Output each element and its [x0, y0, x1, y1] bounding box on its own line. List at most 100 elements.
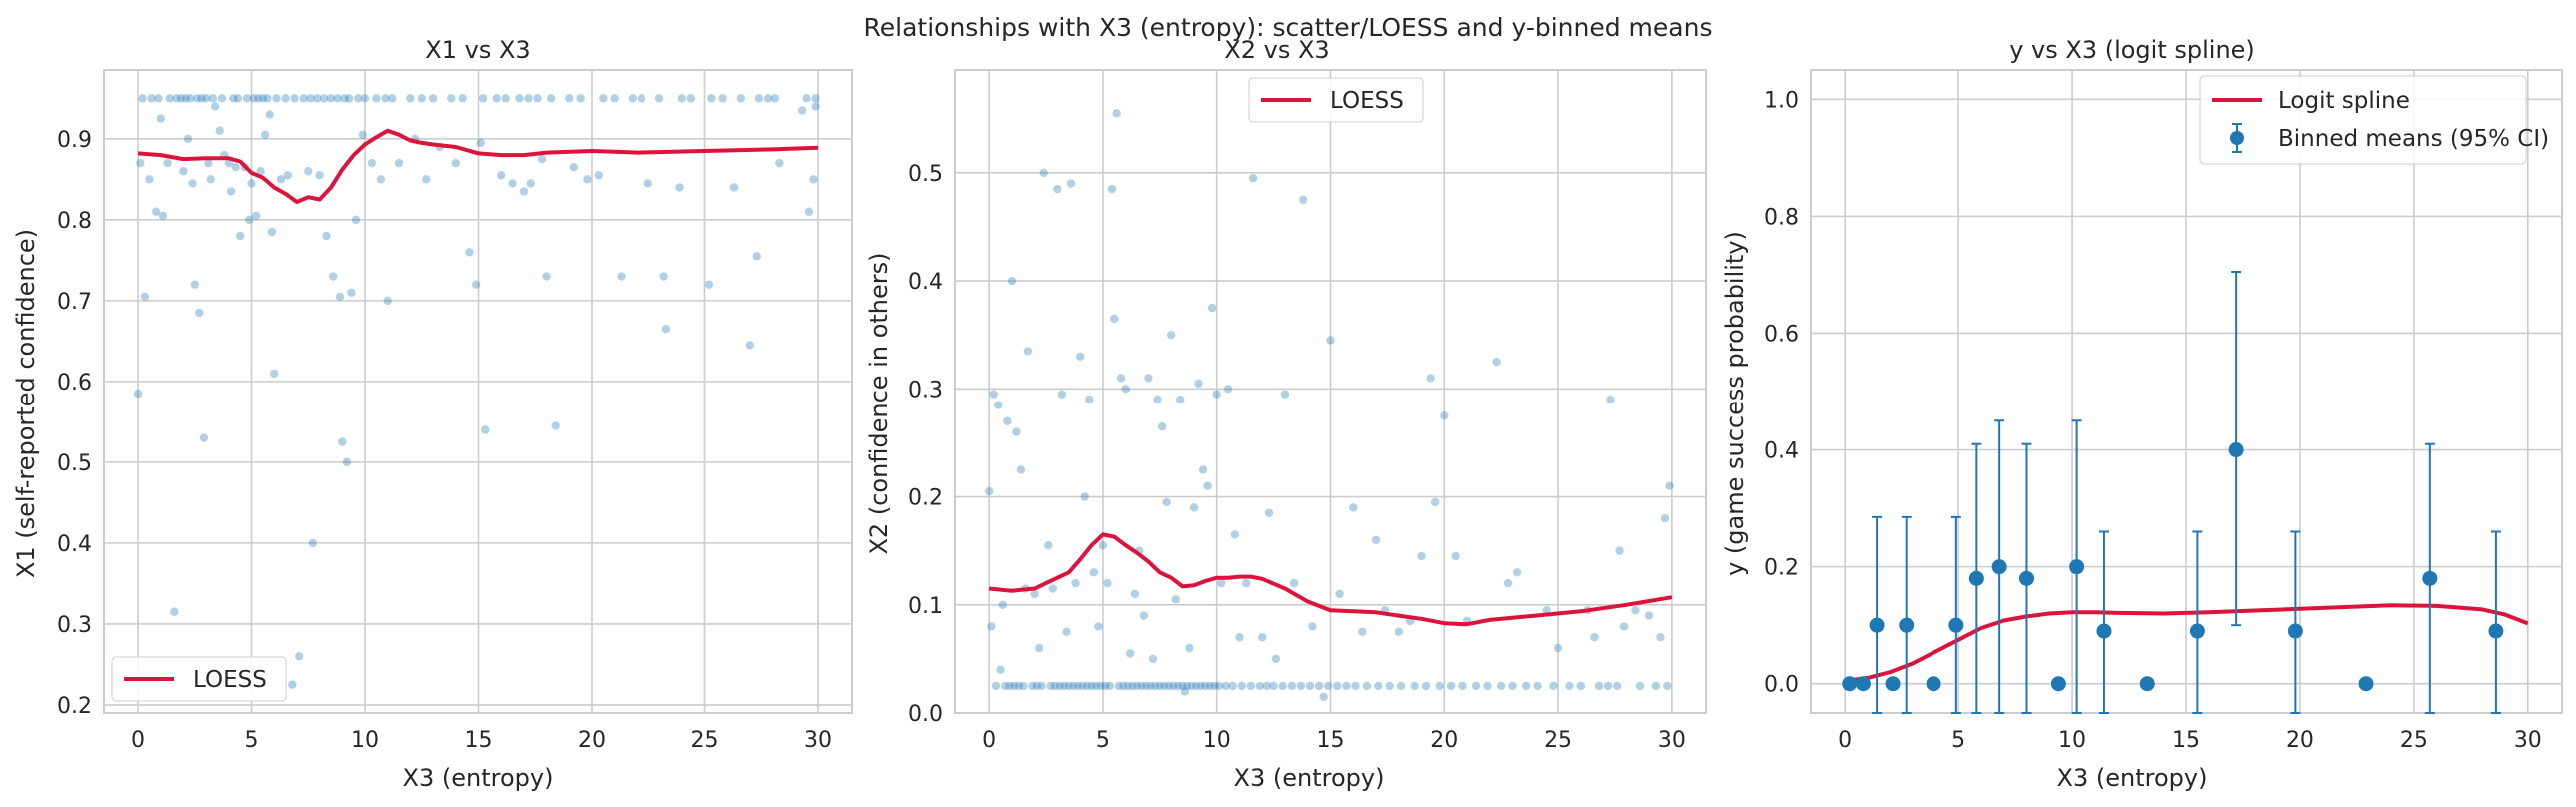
scatter-point: [344, 94, 354, 103]
scatter-point: [170, 607, 179, 616]
x-tick-label: 30: [1658, 728, 1686, 753]
scatter-point: [1192, 681, 1201, 691]
x-tick-label: 5: [245, 728, 259, 753]
scatter-point: [1160, 681, 1169, 691]
scatter-point: [283, 171, 293, 180]
scatter-point: [1451, 551, 1460, 561]
scatter-point: [1128, 681, 1137, 691]
scatter-point: [313, 94, 322, 103]
scatter-point: [1644, 611, 1654, 620]
binned-mean-point: [2287, 623, 2303, 639]
scatter-point: [1496, 681, 1506, 691]
y-tick-label: 0.9: [57, 128, 92, 153]
scatter-point: [1319, 692, 1328, 701]
scatter-point: [1417, 551, 1426, 561]
scatter-point: [1342, 681, 1351, 691]
scatter-point: [1157, 421, 1167, 431]
y-tick-label: 0.8: [1764, 205, 1799, 230]
scatter-point: [492, 94, 501, 103]
scatter-point: [1217, 578, 1226, 588]
scatter-point: [1333, 681, 1342, 691]
scatter-point: [811, 94, 820, 103]
y-tick-label: 0.6: [1764, 322, 1799, 347]
legend-3: Logit spline Binned means (95% CI): [2199, 75, 2549, 165]
scatter-point: [1003, 416, 1012, 425]
scatter-point: [136, 158, 145, 168]
scatter-point: [251, 211, 261, 221]
binned-mean-point: [1968, 570, 1984, 586]
axes-frame: [1810, 69, 2563, 714]
scatter-point: [1089, 568, 1099, 577]
scatter-point: [1151, 681, 1160, 691]
scatter-point: [754, 94, 764, 103]
scatter-point: [1374, 681, 1383, 691]
panel-2-ylabel: X2 (confidence in others): [865, 252, 893, 554]
scatter-point: [1446, 681, 1456, 691]
scatter-point: [802, 94, 811, 103]
scatter-point: [217, 94, 227, 103]
scatter-point: [381, 94, 390, 103]
scatter-point: [1091, 681, 1101, 691]
y-tick-label: 0.5: [908, 162, 943, 187]
scatter-point: [565, 94, 574, 103]
scatter-point: [351, 215, 361, 225]
panel-2-title: X2 vs X3: [1224, 36, 1329, 64]
scatter-point: [347, 288, 356, 297]
scatter-point: [315, 171, 324, 180]
scatter-point: [704, 280, 714, 289]
scatter-point: [1533, 681, 1542, 691]
scatter-point: [340, 94, 349, 103]
scatter-point: [201, 94, 211, 103]
scatter-point: [508, 179, 517, 188]
scatter-point: [1280, 390, 1290, 399]
scatter-point: [1308, 622, 1317, 631]
scatter-point: [526, 179, 535, 188]
scatter-point: [1210, 681, 1219, 691]
scatter-point: [1663, 681, 1672, 691]
scatter-point: [1075, 352, 1085, 362]
scatter-point: [1087, 681, 1096, 691]
scatter-point: [394, 158, 404, 168]
scatter-point: [260, 130, 270, 140]
scatter-point: [1007, 276, 1017, 286]
y-tick-label: 0.8: [57, 209, 92, 234]
scatter-point: [809, 175, 818, 184]
binned-mean-point: [1869, 617, 1885, 633]
scatter-point: [133, 389, 143, 399]
y-tick-label: 0.5: [57, 451, 92, 476]
scatter-point: [1144, 374, 1153, 383]
scatter-point: [1169, 681, 1178, 691]
scatter-point: [294, 652, 304, 661]
scatter-point: [360, 94, 370, 103]
scatter-point: [1132, 681, 1142, 691]
scatter-point: [1173, 681, 1183, 691]
x-tick-label: 15: [465, 728, 493, 753]
scatter-point: [235, 231, 245, 241]
plot-area-1: 0 5 10 15 20 25 30 0.2 0.3 0.4 0.5 0.6 0.7 0.8 0.9: [57, 69, 853, 753]
scatter-point: [1565, 681, 1574, 691]
scatter-point: [1053, 184, 1062, 194]
scatter-point: [1201, 681, 1210, 691]
legend-1-label-loess: LOESS: [193, 667, 267, 693]
binned-mean-point: [1948, 617, 1964, 633]
scatter-point: [775, 158, 784, 168]
legend-2-box: [1248, 77, 1424, 123]
scatter-point: [1037, 681, 1046, 691]
scatter-point: [1542, 605, 1551, 615]
scatter-point: [304, 167, 313, 176]
scatter-point: [1269, 681, 1278, 691]
scatter-point: [1030, 589, 1039, 599]
panel-1-title: X1 vs X3: [425, 36, 530, 64]
binned-mean-point: [1885, 676, 1901, 692]
scatter-point: [1130, 589, 1139, 599]
scatter-point: [265, 110, 274, 119]
x-tick-label: 20: [2286, 728, 2314, 753]
binned-mean-point: [1991, 559, 2007, 575]
x-tick-label: 15: [2172, 728, 2200, 753]
scatter-point: [197, 94, 206, 103]
x-tick-label: 25: [2400, 728, 2428, 753]
scatter-point: [1182, 681, 1192, 691]
x-tick-label: 25: [690, 728, 718, 753]
scatter-point: [383, 296, 392, 306]
x-tick-label: 30: [2514, 728, 2542, 753]
